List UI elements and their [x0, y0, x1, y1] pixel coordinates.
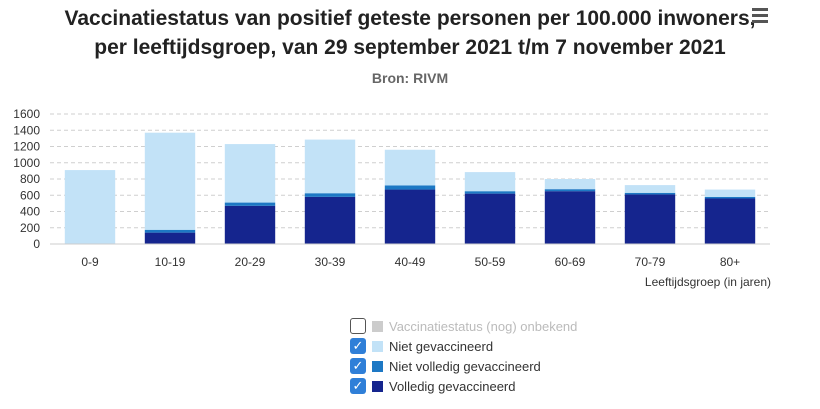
legend-label: Vaccinatiestatus (nog) onbekend — [389, 318, 578, 334]
bar-30-39-0 — [304, 196, 356, 244]
legend-item-volledig[interactable]: ✓ Volledig gevaccineerd — [350, 376, 577, 396]
legend-item-niet-volledig[interactable]: ✓ Niet volledig gevaccineerd — [350, 356, 577, 376]
y-tick-label: 0 — [33, 237, 40, 251]
bar-80+-2 — [704, 189, 756, 197]
bar-50-59-1 — [464, 191, 516, 194]
y-tick-label: 400 — [20, 205, 40, 219]
legend-item-niet-gevaccineerd[interactable]: ✓ Niet gevaccineerd — [350, 336, 577, 356]
x-tick-label: 0-9 — [81, 255, 99, 269]
bar-80+-1 — [704, 196, 756, 199]
legend-item-onbekend[interactable]: Vaccinatiestatus (nog) onbekend — [350, 316, 577, 336]
bar-30-39-2 — [304, 139, 356, 194]
legend-checkbox[interactable]: ✓ — [350, 358, 366, 374]
y-tick-label: 1200 — [13, 140, 40, 154]
bar-10-19-2 — [144, 132, 196, 230]
x-tick-label: 80+ — [720, 255, 740, 269]
chart-title-line-2: per leeftijdsgroep, van 29 september 202… — [94, 36, 726, 59]
legend-checkbox[interactable]: ✓ — [350, 338, 366, 354]
x-tick-label: 50-59 — [475, 255, 506, 269]
chart-canvas: 0 200 400 600 800 1000 1200 1400 1600 0-9 10-19 20-… — [13, 107, 771, 289]
bar-30-39-1 — [304, 193, 356, 197]
bar-20-29-1 — [224, 202, 276, 206]
legend-checkbox[interactable]: ✓ — [350, 378, 366, 394]
bar-10-19-1 — [144, 229, 196, 233]
x-tick-label: 20-29 — [235, 255, 266, 269]
bar-40-49-0 — [384, 189, 436, 244]
bar-50-59-2 — [464, 172, 516, 192]
hamburger-menu-icon[interactable] — [752, 8, 768, 26]
legend-swatch — [372, 340, 383, 352]
x-tick-label: 10-19 — [155, 255, 186, 269]
bar-10-19-0 — [144, 232, 196, 244]
legend-label: Niet volledig gevaccineerd — [389, 358, 541, 374]
bar-70-79-2 — [624, 185, 676, 193]
x-tick-label: 60-69 — [555, 255, 586, 269]
bar-60-69-2 — [544, 179, 596, 190]
x-tick-label: 40-49 — [395, 255, 426, 269]
legend-swatch — [372, 360, 383, 372]
chart-subtitle: Bron: RIVM — [371, 70, 449, 86]
bar-60-69-0 — [544, 191, 596, 244]
chart-legend: Vaccinatiestatus (nog) onbekend ✓ Niet g… — [350, 316, 577, 396]
bar-50-59-0 — [464, 193, 516, 244]
bar-20-29-2 — [224, 144, 276, 203]
legend-swatch — [372, 380, 383, 392]
legend-label: Volledig gevaccineerd — [389, 378, 516, 394]
bar-40-49-1 — [384, 185, 436, 190]
legend-checkbox[interactable] — [350, 318, 366, 334]
legend-label: Niet gevaccineerd — [389, 338, 494, 354]
bar-70-79-1 — [624, 192, 676, 195]
y-tick-label: 600 — [20, 188, 40, 202]
bar-80+-0 — [704, 198, 756, 244]
y-tick-label: 1600 — [13, 107, 40, 121]
bar-0-9-2 — [64, 170, 116, 244]
x-tick-label: 30-39 — [315, 255, 346, 269]
bar-20-29-0 — [224, 205, 276, 244]
x-tick-label: 70-79 — [635, 255, 666, 269]
bar-60-69-1 — [544, 189, 596, 192]
chart-title-line-1: Vaccinatiestatus van positief geteste pe… — [64, 7, 756, 30]
bar-40-49-2 — [384, 149, 436, 186]
x-axis-title: Leeftijdsgroep (in jaren) — [645, 275, 771, 289]
y-tick-label: 1400 — [13, 123, 40, 137]
legend-swatch — [372, 320, 383, 332]
bar-70-79-0 — [624, 194, 676, 244]
y-tick-label: 800 — [20, 172, 40, 186]
y-tick-label: 1000 — [13, 156, 40, 170]
y-tick-label: 200 — [20, 221, 40, 235]
